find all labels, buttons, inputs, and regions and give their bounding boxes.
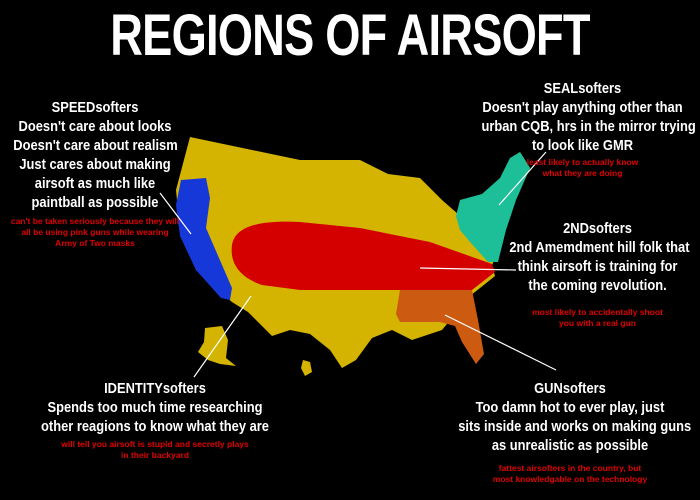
seal-line: urban CQB, hrs in the mirror trying [481, 118, 696, 135]
second-line: the coming revolution. [528, 277, 667, 294]
seal-line: to look like GMR [531, 137, 634, 154]
identity-note: will tell you airsoft is stupid and secr… [10, 439, 300, 461]
gun-note-line: fattest airsofters in the country, but [498, 463, 642, 473]
speed-line: airsoft as much like [34, 175, 156, 192]
alaska [198, 326, 236, 366]
second-note-line: you with a real gun [559, 318, 636, 328]
seal-line: Doesn't play anything other than [482, 99, 683, 116]
gun-line: Too damn hot to ever play, just [475, 399, 665, 416]
region-seal [456, 152, 530, 262]
second-note-line: most likely to accidentally shoot [532, 307, 663, 317]
region-second [231, 221, 496, 290]
identity-text: IDENTITYsofters Spends too much time res… [30, 379, 279, 436]
speed-note-line: can't be taken seriously because they wi… [10, 216, 180, 226]
second-line: 2nd Amemdment hill folk that [509, 239, 690, 256]
speed-line: paintball as possible [31, 194, 159, 211]
2ndsofters-label: 2NDsofters 2nd Amemdment hill folk that … [495, 219, 700, 329]
gun-heading: GUNsofters [534, 380, 606, 397]
speedsofters-label: SPEEDsofters Doesn't care about looks Do… [0, 98, 190, 249]
seal-heading: SEALsofters [543, 80, 622, 97]
identity-line: other reagions to know what they are [41, 418, 269, 435]
second-text: 2NDsofters 2nd Amemdment hill folk that … [509, 219, 690, 295]
identity-note-line: in their backyard [120, 450, 190, 460]
speed-note: can't be taken seriously because they wi… [0, 216, 190, 249]
second-note: most likely to accidentally shoot you wi… [495, 307, 700, 329]
gun-line: as unrealistic as possible [491, 437, 649, 454]
speed-heading: SPEEDsofters [51, 99, 139, 116]
seal-note-line: least likely to actually know [526, 157, 639, 167]
leader-line-speed [159, 192, 192, 235]
leader-line-seal [498, 151, 547, 206]
speed-text: SPEEDsofters Doesn't care about looks Do… [13, 98, 178, 212]
leader-line-identity [193, 295, 252, 378]
identity-heading: IDENTITYsofters [104, 380, 206, 397]
gun-note: fattest airsofters in the country, but m… [440, 463, 700, 485]
seal-text: SEALsofters Doesn't play anything other … [481, 79, 696, 155]
second-line: think airsoft is training for [517, 258, 678, 275]
region-gun [396, 290, 484, 364]
speed-line: Doesn't care about realism [13, 137, 178, 154]
identitysofters-label: IDENTITYsofters Spends too much time res… [10, 379, 300, 461]
region-speed [176, 178, 232, 300]
leader-lines [159, 151, 557, 378]
speed-note-line: all be using pink guns while wearing [21, 227, 169, 237]
identity-line: Spends too much time researching [47, 399, 263, 416]
sealsofters-label: SEALsofters Doesn't play anything other … [465, 79, 700, 179]
leader-line-second [419, 267, 517, 271]
seal-note-line: what they are doing [542, 168, 623, 178]
speed-note-line: Army of Two masks [55, 238, 135, 248]
speed-line: Just cares about making [19, 156, 171, 173]
identity-note-line: will tell you airsoft is stupid and secr… [61, 439, 249, 449]
gunsofters-label: GUNsofters Too damn hot to ever play, ju… [440, 379, 700, 485]
leader-line-gun [444, 314, 557, 371]
page-title: REGIONS OF AIRSOFT [110, 3, 590, 68]
hawaii [301, 360, 312, 376]
seal-note: least likely to actually know what they … [465, 157, 700, 179]
gun-text: GUNsofters Too damn hot to ever play, ju… [458, 379, 692, 455]
gun-note-line: most knowledgable on the technology [492, 474, 648, 484]
second-heading: 2NDsofters [563, 220, 632, 237]
gun-line: sits inside and works on making guns [458, 418, 692, 435]
speed-line: Doesn't care about looks [18, 118, 172, 135]
